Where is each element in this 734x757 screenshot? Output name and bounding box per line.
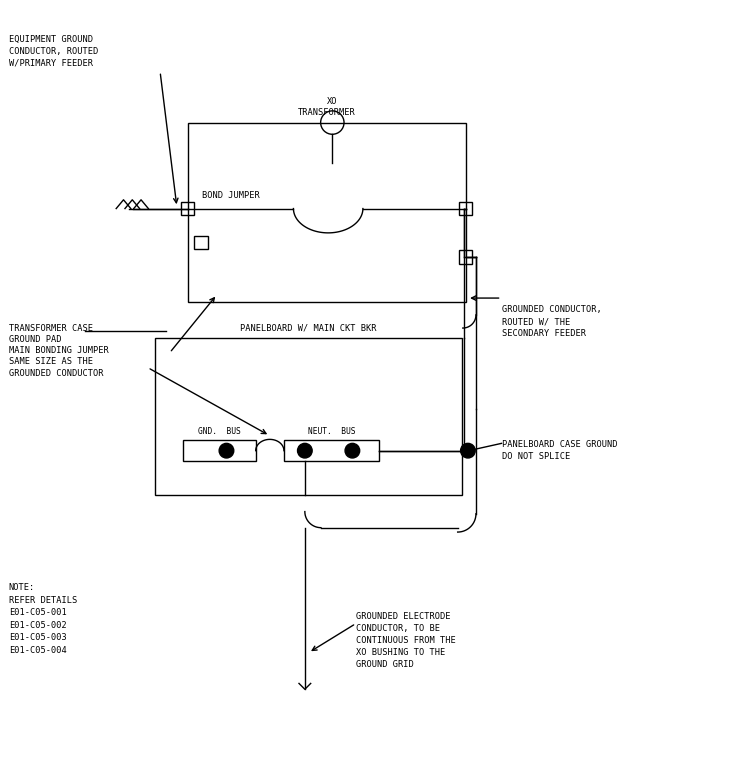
Bar bbox=[195, 236, 208, 249]
Bar bbox=[155, 338, 462, 496]
Circle shape bbox=[461, 444, 475, 458]
Text: TRANSFORMER CASE
GROUND PAD: TRANSFORMER CASE GROUND PAD bbox=[9, 324, 92, 344]
Text: MAIN BONDING JUMPER
SAME SIZE AS THE
GROUNDED CONDUCTOR: MAIN BONDING JUMPER SAME SIZE AS THE GRO… bbox=[9, 346, 109, 378]
Bar bbox=[183, 441, 255, 461]
Bar bbox=[284, 441, 379, 461]
Circle shape bbox=[297, 444, 312, 458]
Text: GND.  BUS: GND. BUS bbox=[197, 427, 241, 436]
Bar bbox=[459, 251, 472, 263]
Circle shape bbox=[219, 444, 233, 458]
Text: EQUIPMENT GROUND
CONDUCTOR, ROUTED
W/PRIMARY FEEDER: EQUIPMENT GROUND CONDUCTOR, ROUTED W/PRI… bbox=[9, 35, 98, 67]
Text: NEUT.  BUS: NEUT. BUS bbox=[308, 427, 355, 436]
Bar bbox=[188, 123, 465, 302]
Text: GROUNDED CONDUCTOR,
ROUTED W/ THE
SECONDARY FEEDER: GROUNDED CONDUCTOR, ROUTED W/ THE SECOND… bbox=[501, 305, 601, 338]
Bar bbox=[459, 202, 472, 215]
Text: GROUNDED ELECTRODE
CONDUCTOR, TO BE
CONTINUOUS FROM THE
XO BUSHING TO THE
GROUND: GROUNDED ELECTRODE CONDUCTOR, TO BE CONT… bbox=[356, 612, 456, 668]
Text: NOTE:
REFER DETAILS
E01-C05-001
E01-C05-002
E01-C05-003
E01-C05-004: NOTE: REFER DETAILS E01-C05-001 E01-C05-… bbox=[9, 583, 77, 655]
Text: BOND JUMPER: BOND JUMPER bbox=[203, 191, 261, 200]
Bar bbox=[181, 202, 195, 215]
Text: PANELBOARD W/ MAIN CKT BKR: PANELBOARD W/ MAIN CKT BKR bbox=[240, 323, 377, 332]
Circle shape bbox=[345, 444, 360, 458]
Text: TRANSFORMER: TRANSFORMER bbox=[298, 107, 356, 117]
Text: XO: XO bbox=[327, 98, 338, 107]
Text: PANELBOARD CASE GROUND
DO NOT SPLICE: PANELBOARD CASE GROUND DO NOT SPLICE bbox=[501, 440, 617, 460]
